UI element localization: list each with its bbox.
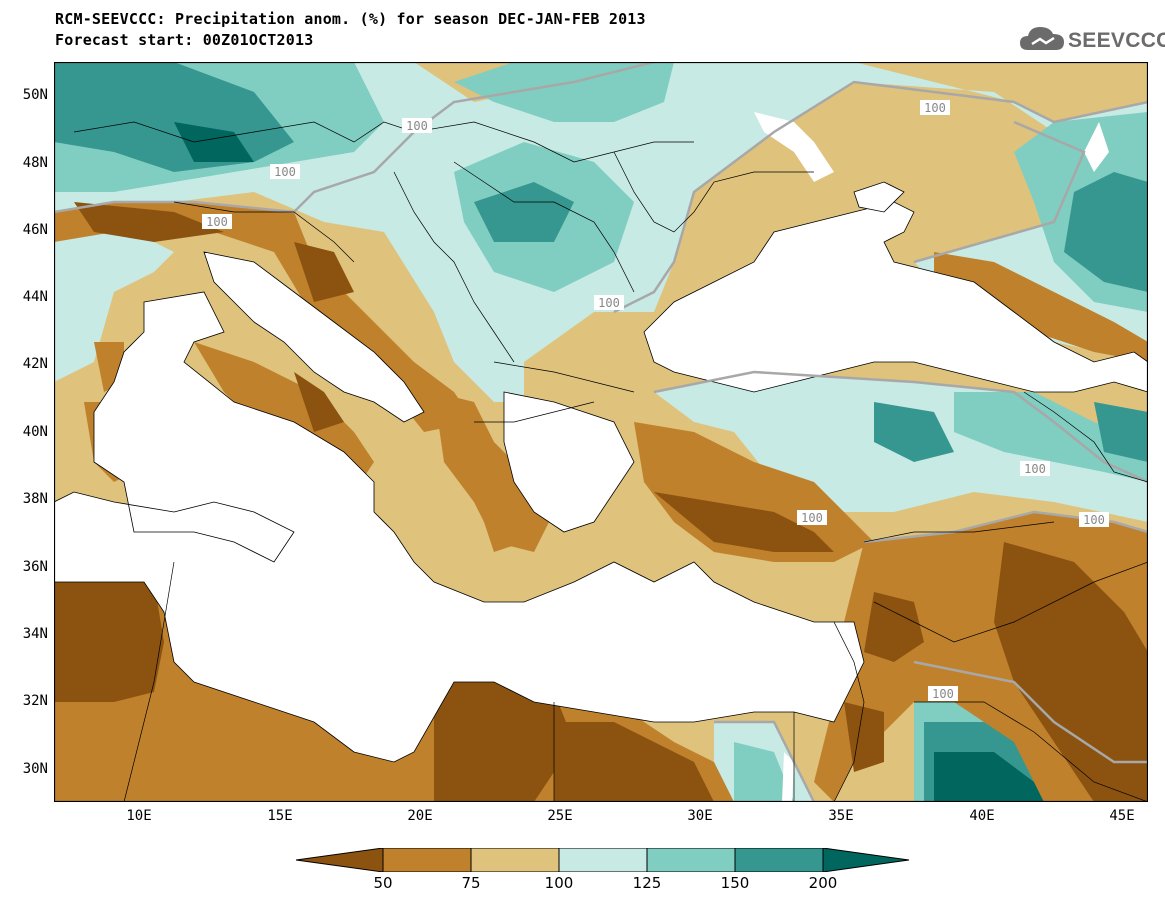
cloud-logo-icon <box>1020 27 1064 50</box>
aegean-sea <box>503 391 635 533</box>
colorbar-label: 50 <box>373 874 393 892</box>
sea-areas <box>53 181 1149 763</box>
x-tick-label: 40E <box>969 808 995 824</box>
country-borders <box>73 121 1149 803</box>
contour-labels: 100 100 100 100 100 100 100 100 100 <box>202 100 1109 701</box>
x-tick-label: 20E <box>407 808 433 824</box>
contour-label: 100 <box>801 511 823 525</box>
anomaly-field-gt200 <box>174 122 1044 802</box>
x-tick-label: 45E <box>1109 808 1135 824</box>
contour-label: 100 <box>274 165 296 179</box>
colorbar-segment-50-75 <box>382 847 472 873</box>
colorbar <box>295 847 910 873</box>
adriatic-sea <box>203 251 425 423</box>
x-tick-label: 35E <box>828 808 854 824</box>
seevccc-logo: SEEVCCC <box>1018 20 1165 56</box>
precipitation-anomaly-map: 100 100 100 100 100 100 100 100 100 <box>53 60 1149 803</box>
colorbar-label: 125 <box>632 874 662 892</box>
colorbar-segment-lt50 <box>295 847 384 873</box>
contour-label: 100 <box>1083 513 1105 527</box>
anomaly-field-lt50 <box>54 202 1148 802</box>
colorbar-segment-100-125 <box>558 847 648 873</box>
y-tick-label: 46N <box>22 222 48 238</box>
dead-sea-and-lakes <box>754 112 1109 802</box>
colorbar-segment-75-100 <box>470 847 560 873</box>
y-tick-label: 36N <box>22 559 48 575</box>
contour-label: 100 <box>1024 462 1046 476</box>
x-tick-label: 15E <box>267 808 293 824</box>
colorbar-svg <box>295 847 910 873</box>
colorbar-segment-150-200 <box>734 847 824 873</box>
y-tick-label: 50N <box>22 87 48 103</box>
map-canvas: 100 100 100 100 100 100 100 100 100 <box>53 60 1149 803</box>
contour-label: 100 <box>932 687 954 701</box>
contour-label: 100 <box>598 296 620 310</box>
colorbar-segment-125-150 <box>646 847 736 873</box>
forecast-start-label: Forecast start: 00Z01OCT2013 <box>55 31 314 49</box>
map-frame <box>53 61 1149 803</box>
y-tick-label: 30N <box>22 761 48 777</box>
y-tick-label: 42N <box>22 356 48 372</box>
colorbar-label: 75 <box>461 874 481 892</box>
sea-of-azov <box>853 181 905 213</box>
y-tick-label: 40N <box>22 424 48 440</box>
x-tick-label: 25E <box>547 808 573 824</box>
colorbar-label: 100 <box>544 874 574 892</box>
contour-100-lines <box>53 60 1149 803</box>
colorbar-label: 150 <box>720 874 750 892</box>
contour-label: 100 <box>924 101 946 115</box>
contour-label: 100 <box>406 119 428 133</box>
y-tick-label: 32N <box>22 693 48 709</box>
y-tick-label: 34N <box>22 626 48 642</box>
y-tick-label: 44N <box>22 289 48 305</box>
colorbar-label: 200 <box>808 874 838 892</box>
contour-label: 100 <box>206 215 228 229</box>
x-tick-label: 10E <box>126 808 152 824</box>
y-tick-label: 48N <box>22 155 48 171</box>
map-title: RCM-SEEVCCC: Precipitation anom. (%) for… <box>55 10 646 28</box>
x-tick-label: 30E <box>687 808 713 824</box>
colorbar-segment-gt200 <box>822 847 910 873</box>
logo-text: SEEVCCC <box>1068 29 1165 52</box>
y-tick-label: 38N <box>22 491 48 507</box>
mediterranean-sea <box>53 291 865 763</box>
